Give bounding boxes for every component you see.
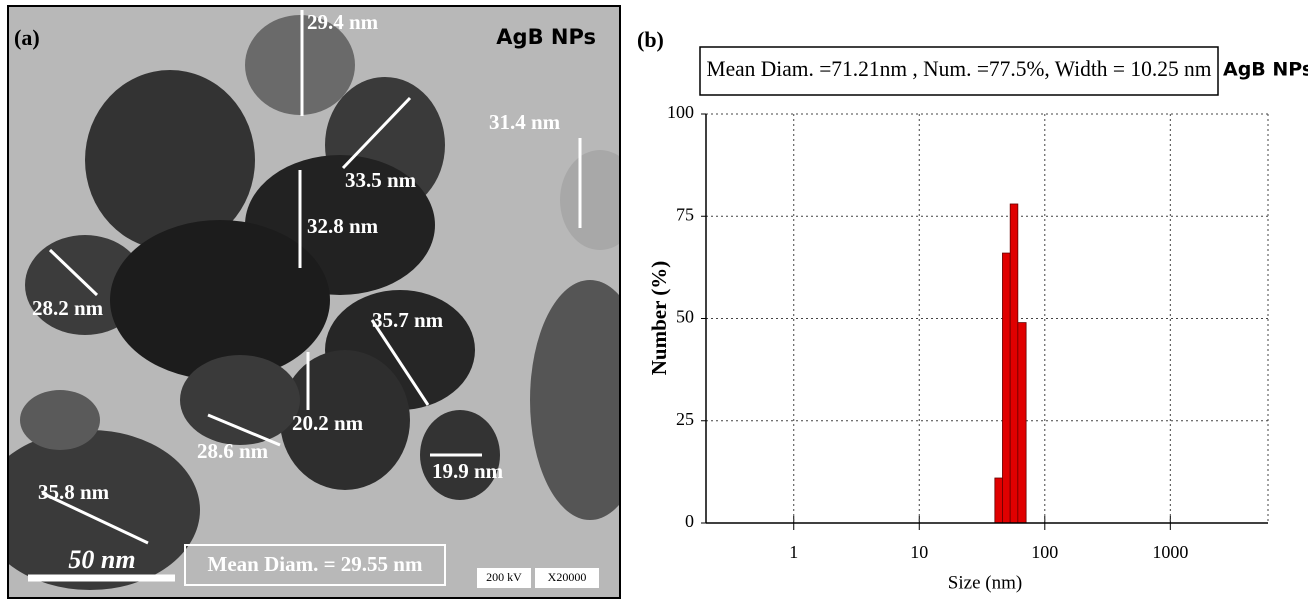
- voltage: 200 kV: [486, 570, 522, 584]
- x-tick-label: 1000: [1152, 542, 1188, 562]
- measurement-label: 20.2 nm: [292, 411, 364, 435]
- panel-label: (a): [14, 25, 40, 50]
- y-tick-label: 0: [685, 511, 694, 531]
- y-axis-label: Number (%): [647, 261, 671, 376]
- page: (a) AgB NPs 50 nm Mean Diam. = 29.55 nm …: [0, 0, 1308, 601]
- sample-label: AgB NPs: [1223, 59, 1308, 81]
- mean-diameter: Mean Diam. = 29.55 nm: [208, 552, 423, 576]
- x-axis-label: Size (nm): [948, 572, 1022, 593]
- measurement-label: 28.6 nm: [197, 439, 269, 463]
- measurement-label: 32.8 nm: [307, 214, 379, 238]
- x-tick-label: 10: [910, 542, 928, 562]
- y-tick-label: 75: [676, 204, 694, 224]
- measurement-label: 35.7 nm: [372, 308, 444, 332]
- figure: (a) AgB NPs 50 nm Mean Diam. = 29.55 nm …: [0, 0, 1308, 601]
- bar: [1018, 323, 1026, 523]
- x-tick-label: 100: [1031, 542, 1058, 562]
- panel-label: (b): [637, 27, 664, 52]
- measurement-label: 19.9 nm: [432, 459, 504, 483]
- measurement-label: 35.8 nm: [38, 480, 110, 504]
- chart-title: Mean Diam. =71.21nm , Num. =77.5%, Width…: [707, 56, 1212, 81]
- bar: [995, 478, 1003, 523]
- sample-label: AgB NPs: [496, 25, 596, 49]
- measurement-label: 31.4 nm: [489, 110, 561, 134]
- y-tick-label: 100: [667, 102, 694, 122]
- x-tick-label: 1: [789, 542, 798, 562]
- measurement-label: 29.4 nm: [307, 10, 379, 34]
- scale-bar-label: 50 nm: [68, 545, 135, 574]
- y-tick-label: 50: [676, 307, 694, 327]
- bar: [1010, 204, 1018, 523]
- measurement-label: 28.2 nm: [32, 296, 104, 320]
- size-distribution-chart: (b) Mean Diam. =71.21nm , Num. =77.5%, W…: [637, 27, 1308, 593]
- tem-panel: (a) AgB NPs 50 nm Mean Diam. = 29.55 nm …: [0, 6, 650, 598]
- measurement-label: 33.5 nm: [345, 168, 417, 192]
- magnification: X20000: [548, 570, 587, 584]
- y-tick-label: 25: [676, 409, 694, 429]
- bar: [1002, 253, 1010, 523]
